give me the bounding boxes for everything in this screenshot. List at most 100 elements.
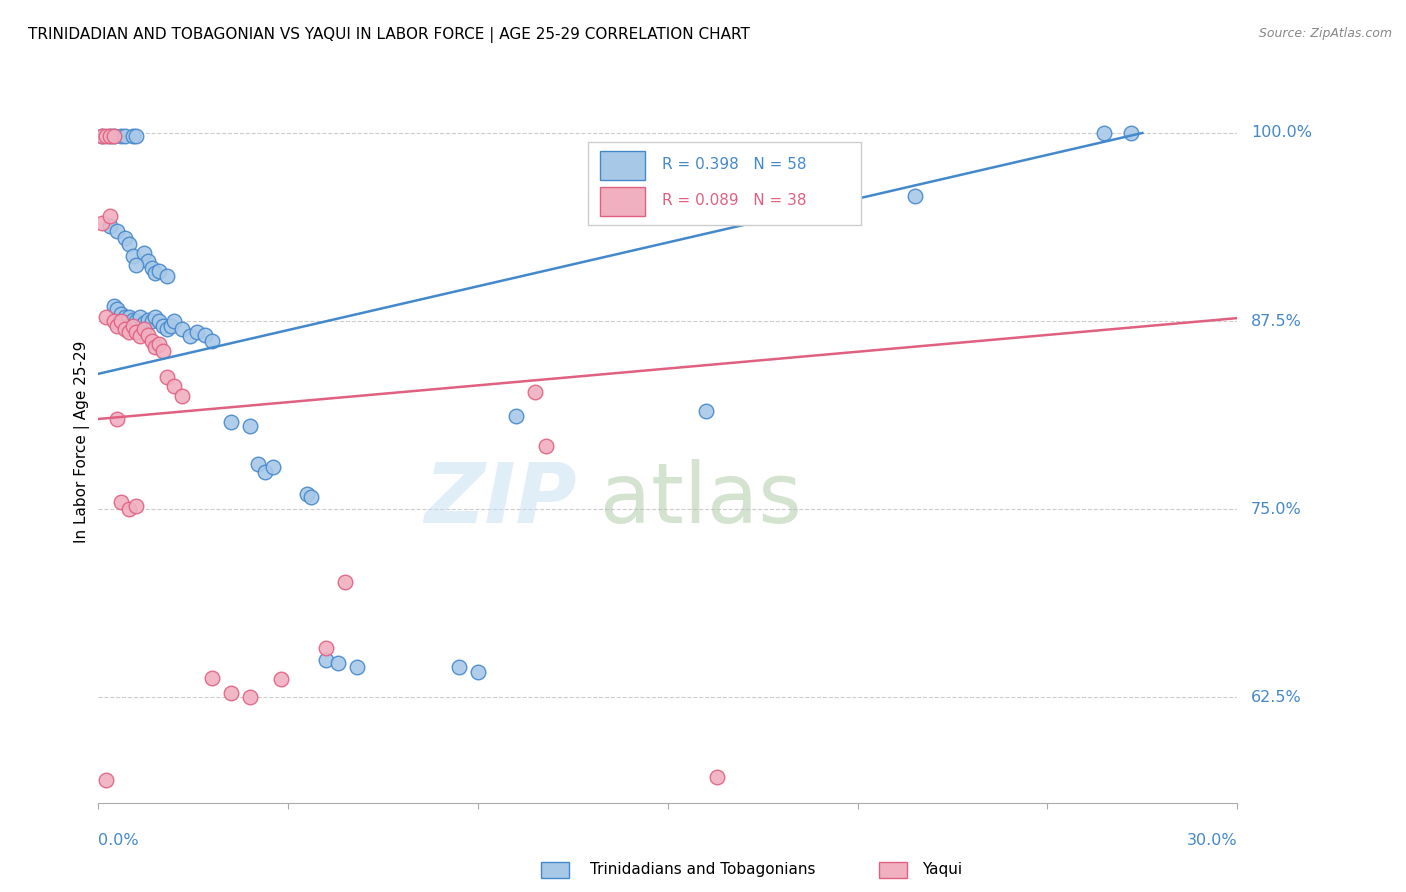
Y-axis label: In Labor Force | Age 25-29: In Labor Force | Age 25-29 (75, 341, 90, 542)
Point (91, 216, 114, 230)
Point (103, 128, 125, 143)
Point (121, 312, 143, 326)
Point (121, 128, 143, 143)
Text: 100.0%: 100.0% (1251, 126, 1312, 140)
Point (156, 369, 179, 384)
Point (145, 310, 167, 324)
Text: 0.0%: 0.0% (98, 833, 139, 848)
Point (121, 318, 143, 333)
Point (118, 502, 141, 516)
Point (110, 128, 132, 143)
Point (98, 219, 121, 234)
Point (904, 189, 927, 203)
Text: 62.5%: 62.5% (1251, 690, 1302, 705)
Point (114, 128, 136, 143)
Bar (599, 187, 645, 216)
Point (299, 490, 322, 504)
Point (254, 465, 277, 479)
Point (297, 487, 319, 501)
Point (98, 128, 121, 143)
Text: R = 0.398   N = 58: R = 0.398 N = 58 (662, 157, 807, 172)
Point (132, 316, 155, 330)
Point (1119, 126, 1142, 140)
Point (125, 500, 148, 514)
Point (121, 249, 143, 263)
Point (110, 307, 132, 321)
Text: 30.0%: 30.0% (1187, 833, 1237, 848)
Point (125, 314, 148, 328)
Point (1094, 126, 1116, 140)
Point (103, 128, 125, 143)
Point (335, 574, 357, 589)
Point (201, 334, 224, 348)
Point (315, 653, 337, 667)
Text: Source: ZipAtlas.com: Source: ZipAtlas.com (1258, 27, 1392, 40)
Point (136, 253, 159, 268)
Point (98, 209, 121, 223)
Point (170, 321, 193, 335)
Point (118, 325, 141, 339)
Point (110, 314, 132, 328)
Point (467, 665, 489, 679)
Point (505, 409, 527, 423)
Text: R = 0.089   N = 38: R = 0.089 N = 38 (662, 194, 807, 209)
Point (91, 128, 114, 143)
Point (201, 671, 224, 685)
Point (148, 336, 170, 351)
Point (246, 457, 269, 471)
Bar (599, 151, 645, 180)
Text: atlas: atlas (599, 458, 801, 540)
Point (346, 660, 368, 674)
Point (239, 690, 262, 705)
Point (107, 318, 129, 333)
Point (159, 318, 181, 333)
Point (186, 325, 208, 339)
Point (136, 312, 159, 326)
Text: 75.0%: 75.0% (1251, 502, 1302, 516)
Point (326, 656, 349, 670)
Point (103, 314, 125, 328)
Point (536, 439, 558, 453)
Point (141, 261, 163, 276)
Point (132, 246, 155, 260)
FancyBboxPatch shape (588, 142, 862, 225)
Point (156, 321, 179, 335)
Point (114, 310, 136, 324)
Point (107, 224, 129, 238)
Point (315, 640, 337, 655)
Point (145, 340, 167, 354)
Point (98, 128, 121, 143)
Point (94, 128, 117, 143)
Point (156, 268, 179, 283)
Point (194, 327, 217, 342)
Text: ZIP: ZIP (425, 458, 576, 540)
Point (118, 310, 141, 324)
Point (179, 329, 201, 343)
Text: Yaqui: Yaqui (922, 863, 962, 877)
Point (163, 314, 186, 328)
Point (170, 389, 193, 403)
Point (129, 310, 152, 324)
Point (94, 773, 117, 788)
Point (449, 660, 471, 674)
Point (114, 321, 136, 335)
Point (125, 259, 148, 273)
Text: 87.5%: 87.5% (1251, 314, 1302, 328)
Point (136, 327, 159, 342)
Point (110, 494, 132, 508)
Point (239, 419, 262, 434)
Point (132, 321, 155, 335)
Point (148, 264, 170, 278)
Point (94, 310, 117, 324)
Point (91, 128, 114, 143)
Point (152, 318, 174, 333)
Point (262, 460, 284, 475)
Point (148, 314, 170, 328)
Point (141, 314, 163, 328)
Point (125, 325, 148, 339)
Point (129, 329, 152, 343)
Point (221, 686, 243, 700)
Point (103, 299, 125, 313)
Point (118, 237, 141, 252)
Text: TRINIDADIAN AND TOBAGONIAN VS YAQUI IN LABOR FORCE | AGE 25-29 CORRELATION CHART: TRINIDADIAN AND TOBAGONIAN VS YAQUI IN L… (28, 27, 749, 43)
